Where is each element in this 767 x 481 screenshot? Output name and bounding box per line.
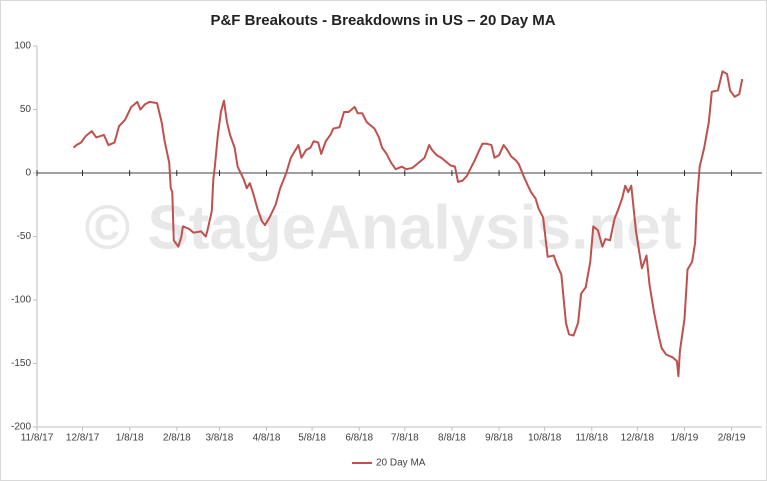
x-tick-label: 4/8/18 [253,433,281,444]
y-tick-label: -50 [17,231,32,242]
x-tick-label: 11/8/18 [575,433,608,444]
x-tick-label: 2/8/19 [718,433,746,444]
y-tick-label: -150 [11,358,31,369]
x-tick-label: 12/8/17 [66,433,100,444]
x-tick-label: 12/8/18 [621,433,655,444]
y-tick-label: 0 [25,168,31,179]
x-tick-label: 7/8/18 [391,433,419,444]
x-tick-label: 6/8/18 [345,433,373,444]
x-tick-label: 3/8/18 [205,433,233,444]
y-tick-label: 50 [20,104,32,115]
x-tick-label: 11/8/17 [21,433,54,444]
y-tick-label: -200 [11,422,31,433]
series-line [72,70,744,378]
x-tick-label: 9/8/18 [485,433,513,444]
x-tick-label: 5/8/18 [298,433,326,444]
x-tick-label: 10/8/18 [528,433,562,444]
y-tick-label: 100 [14,41,31,52]
legend-label: 20 Day MA [376,458,426,469]
x-tick-label: 1/8/18 [116,433,144,444]
y-tick-label: -100 [11,295,31,306]
x-tick-label: 8/8/18 [438,433,466,444]
x-tick-label: 2/8/18 [163,433,191,444]
chart-title: P&F Breakouts - Breakdowns in US – 20 Da… [210,12,555,29]
x-tick-label: 1/8/19 [671,433,699,444]
